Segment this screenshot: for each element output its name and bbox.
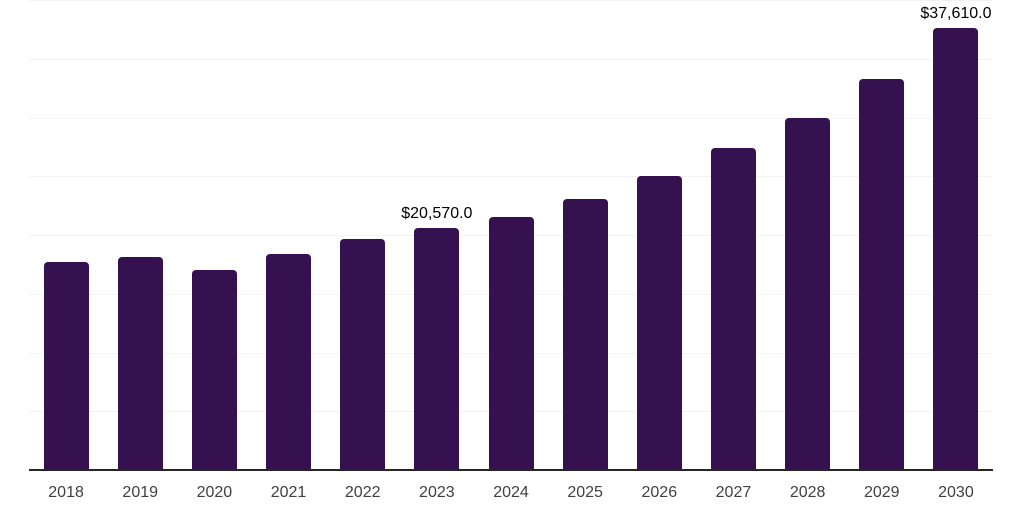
plot-area: $20,570.0 $37,610.0 bbox=[29, 0, 993, 471]
bar-2023 bbox=[414, 228, 460, 470]
x-tick-2026: 2026 bbox=[641, 484, 678, 501]
bar-2020 bbox=[191, 270, 237, 470]
bar-2019 bbox=[117, 257, 163, 470]
x-tick-2030: 2030 bbox=[938, 484, 974, 501]
gridline-25000 bbox=[29, 176, 993, 178]
bar-2030 bbox=[933, 28, 979, 470]
gridline-30000 bbox=[29, 117, 993, 119]
x-tick-2022: 2022 bbox=[344, 484, 381, 501]
x-axis-line bbox=[29, 469, 993, 471]
bar-2024 bbox=[488, 217, 534, 470]
gridline-35000 bbox=[29, 58, 993, 60]
x-tick-2024: 2024 bbox=[493, 484, 529, 501]
x-tick-2018: 2018 bbox=[48, 484, 84, 501]
data-label-2030: $37,610.0 bbox=[920, 5, 992, 23]
gridline-40000 bbox=[29, 0, 993, 1]
x-tick-2027: 2027 bbox=[715, 484, 752, 501]
bar-2022 bbox=[340, 238, 386, 470]
x-tick-2025: 2025 bbox=[567, 484, 603, 501]
bar-2018 bbox=[43, 262, 89, 470]
x-tick-2020: 2020 bbox=[196, 484, 233, 501]
bar-2029 bbox=[859, 78, 905, 470]
bar-2026 bbox=[636, 176, 682, 470]
bar-2027 bbox=[710, 148, 756, 470]
x-axis-tick-labels: 2018 2019 2020 2021 2022 2023 2024 2025 2026 2027… bbox=[29, 484, 993, 504]
x-tick-2028: 2028 bbox=[789, 484, 826, 501]
x-tick-2019: 2019 bbox=[122, 484, 159, 501]
bar-2025 bbox=[562, 198, 608, 470]
bar-2028 bbox=[785, 117, 831, 470]
data-label-2023: $20,570.0 bbox=[401, 205, 473, 223]
x-tick-2029: 2029 bbox=[863, 484, 900, 501]
x-tick-2023: 2023 bbox=[419, 484, 455, 501]
bar-2021 bbox=[266, 253, 312, 470]
x-tick-2021: 2021 bbox=[270, 484, 307, 501]
